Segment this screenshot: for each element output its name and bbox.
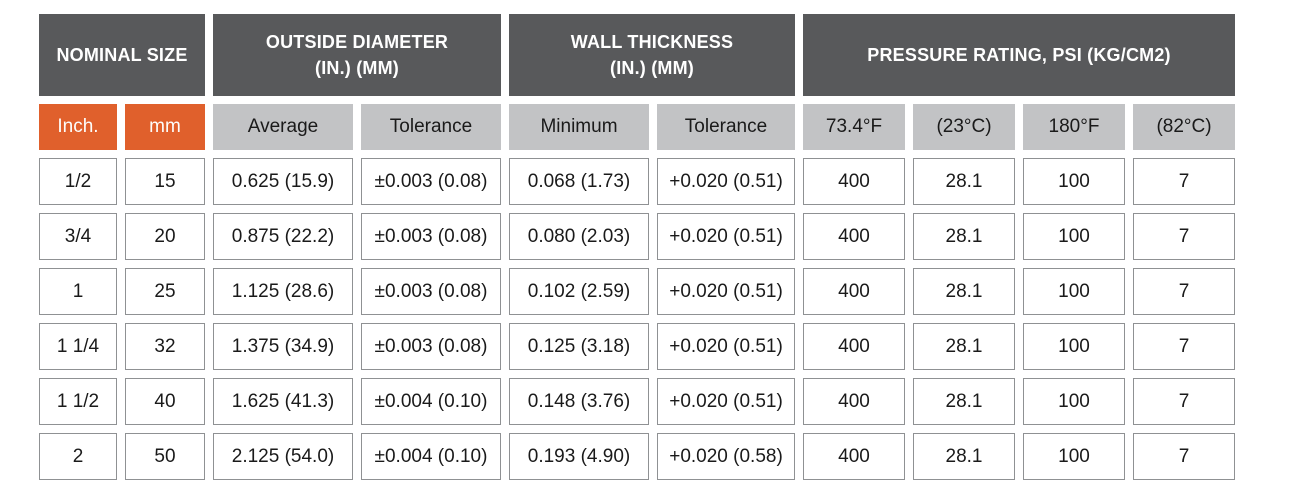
table-cell: +0.020 (0.58) (657, 433, 795, 480)
table-cell: ±0.003 (0.08) (361, 268, 501, 315)
group-header-pressure-rating: PRESSURE RATING, PSI (KG/CM2) (803, 14, 1235, 96)
column-header-od-average: Average (213, 104, 353, 150)
table-cell: 28.1 (913, 268, 1015, 315)
group-title: NOMINAL SIZE (56, 44, 188, 65)
table-row: 1 25 1.125 (28.6) ±0.003 (0.08) 0.102 (2.59)… (39, 268, 1235, 315)
table-cell: +0.020 (0.51) (657, 323, 795, 370)
table-cell: 20 (125, 213, 205, 260)
group-subtitle: (IN.) (MM) (610, 58, 694, 78)
table-cell: 400 (803, 433, 905, 480)
table-cell: 400 (803, 378, 905, 425)
column-header-kg-23c: (23°C) (913, 104, 1015, 150)
table-cell: 0.193 (4.90) (509, 433, 649, 480)
table-cell: 2.125 (54.0) (213, 433, 353, 480)
group-title: OUTSIDE DIAMETER (265, 31, 449, 52)
table-cell: 0.148 (3.76) (509, 378, 649, 425)
table-cell: +0.020 (0.51) (657, 378, 795, 425)
table-cell: 7 (1133, 158, 1235, 205)
table-cell: +0.020 (0.51) (657, 213, 795, 260)
column-header-kg-82c: (82°C) (1133, 104, 1235, 150)
table-row: 2 50 2.125 (54.0) ±0.004 (0.10) 0.193 (4.90)… (39, 433, 1235, 480)
table-cell: 400 (803, 213, 905, 260)
table-cell: 32 (125, 323, 205, 370)
table-cell: 100 (1023, 158, 1125, 205)
table-cell: ±0.004 (0.10) (361, 378, 501, 425)
table-cell: 28.1 (913, 158, 1015, 205)
table-cell: 2 (39, 433, 117, 480)
group-title: PRESSURE RATING, PSI (KG/CM2) (867, 44, 1171, 65)
table-cell: 28.1 (913, 378, 1015, 425)
table-cell: 0.068 (1.73) (509, 158, 649, 205)
group-header-outside-diameter: OUTSIDE DIAMETER (IN.) (MM) (213, 14, 501, 96)
table-cell: ±0.004 (0.10) (361, 433, 501, 480)
table-body: 1/2 15 0.625 (15.9) ±0.003 (0.08) 0.068 (1.7… (39, 158, 1235, 480)
table-cell: 400 (803, 323, 905, 370)
table-cell: 1 1/4 (39, 323, 117, 370)
table-cell: 7 (1133, 378, 1235, 425)
column-header-inch: Inch. (39, 104, 117, 150)
table-cell: 400 (803, 268, 905, 315)
table-cell: 100 (1023, 213, 1125, 260)
table-cell: 7 (1133, 268, 1235, 315)
table-cell: 100 (1023, 323, 1125, 370)
group-header-row: NOMINAL SIZE OUTSIDE DIAMETER (IN.) (MM)… (39, 14, 1235, 96)
column-header-psi-73f: 73.4°F (803, 104, 905, 150)
table-cell: 28.1 (913, 433, 1015, 480)
table-cell: 0.625 (15.9) (213, 158, 353, 205)
table-row: 1/2 15 0.625 (15.9) ±0.003 (0.08) 0.068 (1.7… (39, 158, 1235, 205)
column-header-psi-180f: 180°F (1023, 104, 1125, 150)
table-cell: 1.125 (28.6) (213, 268, 353, 315)
table-cell: ±0.003 (0.08) (361, 158, 501, 205)
table-cell: 0.125 (3.18) (509, 323, 649, 370)
column-header-mm: mm (125, 104, 205, 150)
table-cell: 100 (1023, 268, 1125, 315)
table-cell: 28.1 (913, 323, 1015, 370)
table-row: 1 1/4 32 1.375 (34.9) ±0.003 (0.08) 0.125 (3… (39, 323, 1235, 370)
column-header-wt-tolerance: Tolerance (657, 104, 795, 150)
table-cell: 7 (1133, 213, 1235, 260)
table-cell: 1.375 (34.9) (213, 323, 353, 370)
table-cell: 15 (125, 158, 205, 205)
table-cell: 3/4 (39, 213, 117, 260)
table-cell: +0.020 (0.51) (657, 268, 795, 315)
table-cell: 40 (125, 378, 205, 425)
group-header-nominal-size: NOMINAL SIZE (39, 14, 205, 96)
table-cell: 400 (803, 158, 905, 205)
group-title: WALL THICKNESS (570, 31, 734, 52)
table-row: 3/4 20 0.875 (22.2) ±0.003 (0.08) 0.080 (2.0… (39, 213, 1235, 260)
table-cell: 0.875 (22.2) (213, 213, 353, 260)
table-cell: 7 (1133, 433, 1235, 480)
table-cell: 0.080 (2.03) (509, 213, 649, 260)
table-cell: 1/2 (39, 158, 117, 205)
column-header-wt-minimum: Minimum (509, 104, 649, 150)
table-cell: 100 (1023, 433, 1125, 480)
table-cell: 100 (1023, 378, 1125, 425)
group-header-wall-thickness: WALL THICKNESS (IN.) (MM) (509, 14, 795, 96)
table-cell: 7 (1133, 323, 1235, 370)
table-row: 1 1/2 40 1.625 (41.3) ±0.004 (0.10) 0.148 (3… (39, 378, 1235, 425)
table-cell: 1 1/2 (39, 378, 117, 425)
table-cell: 50 (125, 433, 205, 480)
column-header-od-tolerance: Tolerance (361, 104, 501, 150)
table-cell: ±0.003 (0.08) (361, 213, 501, 260)
table-cell: 1 (39, 268, 117, 315)
group-subtitle: (IN.) (MM) (315, 58, 399, 78)
table-cell: 1.625 (41.3) (213, 378, 353, 425)
pipe-spec-table: NOMINAL SIZE OUTSIDE DIAMETER (IN.) (MM)… (31, 6, 1243, 488)
table-cell: 25 (125, 268, 205, 315)
table-cell: 28.1 (913, 213, 1015, 260)
table-cell: +0.020 (0.51) (657, 158, 795, 205)
column-header-row: Inch. mm Average Tolerance Minimum Tolerance 7… (39, 104, 1235, 150)
table-cell: 0.102 (2.59) (509, 268, 649, 315)
table-cell: ±0.003 (0.08) (361, 323, 501, 370)
